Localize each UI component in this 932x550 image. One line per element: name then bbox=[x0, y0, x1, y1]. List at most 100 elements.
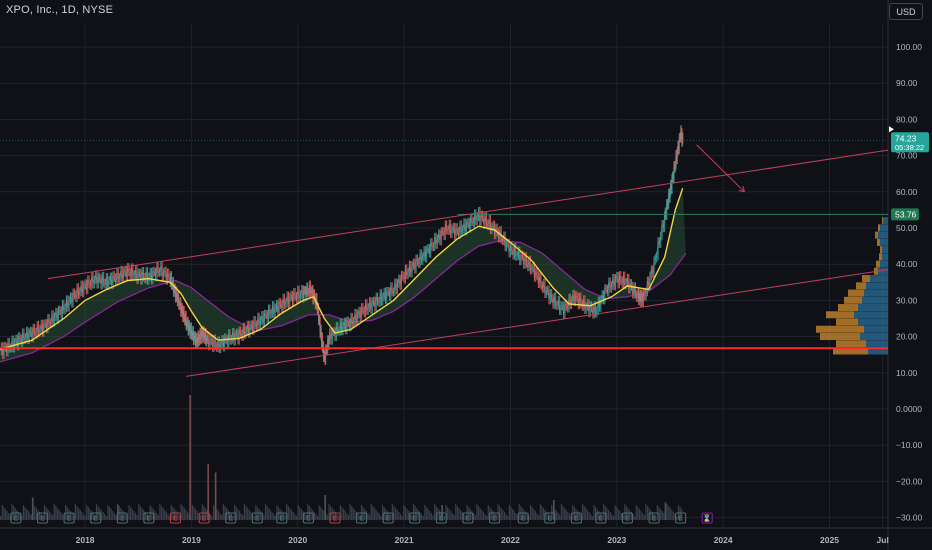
volume-bar bbox=[315, 514, 317, 520]
price-axis[interactable]: 100.00 90.00 80.00 70.00 60.00 50.00 40.00 30.0… bbox=[896, 42, 923, 523]
volume-bar bbox=[125, 514, 127, 520]
volume-profile-bar bbox=[820, 333, 860, 340]
volume-bar bbox=[289, 508, 291, 520]
cursor-icon bbox=[889, 126, 894, 133]
volume-bar bbox=[286, 504, 288, 520]
upcoming-earnings-marker[interactable]: ⌛ bbox=[701, 512, 713, 524]
last-price-label-bg bbox=[891, 132, 929, 153]
earnings-box bbox=[169, 512, 182, 524]
volume-bar bbox=[134, 513, 137, 520]
volume-bar bbox=[369, 515, 371, 520]
earnings-label: E bbox=[652, 516, 657, 523]
volume-bar bbox=[497, 504, 499, 520]
earnings-marker[interactable]: E bbox=[488, 512, 501, 524]
earnings-marker[interactable]: E bbox=[409, 512, 421, 524]
volume-bar bbox=[182, 506, 184, 520]
earnings-marker[interactable]: E bbox=[435, 512, 447, 524]
volume-bar bbox=[510, 507, 512, 520]
earnings-marker[interactable]: E bbox=[382, 512, 394, 524]
earnings-marker[interactable]: E bbox=[116, 512, 128, 524]
volume-bar bbox=[367, 513, 369, 520]
volume-bar bbox=[434, 504, 436, 520]
volume-bar bbox=[482, 512, 485, 520]
earnings-marker[interactable]: E bbox=[36, 512, 49, 524]
earnings-marker[interactable]: E bbox=[462, 512, 474, 524]
volume-bar bbox=[86, 505, 88, 520]
volume-bar bbox=[630, 512, 632, 520]
volume-bar bbox=[456, 506, 458, 520]
volume-bar bbox=[34, 506, 36, 520]
volume-bar bbox=[115, 515, 117, 520]
time-axis-tick-label: Jul bbox=[877, 535, 889, 545]
earnings-marker[interactable]: E bbox=[251, 512, 263, 524]
time-axis[interactable]: 2018 2019 2020 2021 2022 2023 2024 2025 Jul bbox=[76, 535, 889, 545]
earnings-marker[interactable]: E bbox=[517, 512, 529, 524]
earnings-label: E bbox=[147, 516, 152, 523]
earnings-label: E bbox=[67, 516, 72, 523]
volume-bar bbox=[136, 515, 138, 520]
volume-bar bbox=[95, 504, 98, 520]
channel-upper-line[interactable] bbox=[47, 149, 889, 280]
volume-bar bbox=[250, 512, 252, 520]
earnings-marker[interactable]: E bbox=[621, 512, 633, 524]
volume-bar bbox=[486, 516, 488, 520]
earnings-label: E bbox=[678, 516, 683, 523]
channel-lower-line[interactable] bbox=[186, 269, 889, 377]
earnings-marker[interactable]: E bbox=[63, 512, 75, 524]
earnings-marker[interactable]: E bbox=[329, 512, 341, 524]
earnings-marker[interactable]: E bbox=[302, 512, 314, 524]
earnings-label: E bbox=[14, 516, 19, 523]
volume-bar bbox=[440, 512, 442, 520]
volume-bar bbox=[299, 507, 301, 520]
earnings-marker[interactable]: E bbox=[10, 512, 22, 524]
volume-bar bbox=[247, 508, 249, 520]
earnings-marker[interactable]: E bbox=[143, 512, 155, 524]
volume-bar bbox=[219, 513, 221, 520]
volume-bar bbox=[640, 511, 642, 520]
earnings-label: E bbox=[412, 516, 417, 523]
earnings-marker[interactable]: E bbox=[225, 512, 237, 524]
volume-bar bbox=[116, 505, 119, 520]
earnings-label: E bbox=[255, 516, 260, 523]
volume-bar bbox=[347, 515, 350, 520]
volume-bar bbox=[144, 512, 146, 520]
volume-bar bbox=[378, 514, 380, 520]
earnings-marker[interactable]: E bbox=[675, 512, 687, 524]
volume-profile-bar bbox=[838, 304, 858, 312]
volume-bar bbox=[499, 506, 501, 520]
volume-bar bbox=[138, 504, 140, 520]
earnings-marker[interactable]: E bbox=[169, 512, 182, 524]
earnings-marker[interactable]: E bbox=[648, 512, 660, 524]
volume-bar bbox=[121, 510, 124, 520]
earnings-marker[interactable]: E bbox=[570, 512, 582, 524]
volume-profile-bar bbox=[866, 340, 888, 348]
volume-bar bbox=[303, 513, 306, 520]
volume-bar bbox=[300, 509, 302, 520]
volume-bar bbox=[599, 513, 602, 520]
volume-bar bbox=[305, 515, 307, 520]
earnings-marker[interactable]: E bbox=[544, 512, 556, 524]
volume-bar bbox=[562, 506, 564, 520]
volume-bar bbox=[71, 513, 73, 520]
earnings-marker[interactable]: E bbox=[356, 512, 368, 524]
earnings-marker[interactable]: E bbox=[276, 512, 288, 524]
earnings-marker[interactable]: E bbox=[90, 512, 102, 524]
arrow-drawing[interactable] bbox=[696, 144, 745, 193]
volume-bar bbox=[42, 516, 44, 520]
volume-bar bbox=[620, 513, 623, 520]
volume-bar bbox=[180, 504, 182, 520]
currency-button[interactable]: USD bbox=[889, 3, 923, 20]
earnings-box bbox=[517, 512, 529, 524]
volume-bar bbox=[183, 508, 185, 520]
volume-bar bbox=[11, 504, 13, 520]
volume-bar bbox=[352, 508, 354, 520]
volume-bar bbox=[188, 514, 190, 520]
earnings-marker[interactable]: E bbox=[595, 512, 607, 524]
volume-bar bbox=[437, 508, 439, 520]
volume-bar bbox=[364, 509, 366, 520]
volume-bar bbox=[107, 505, 109, 520]
volume-profile-bar bbox=[844, 296, 862, 304]
volume-bar bbox=[21, 516, 23, 520]
earnings-marker[interactable]: E bbox=[198, 512, 210, 524]
